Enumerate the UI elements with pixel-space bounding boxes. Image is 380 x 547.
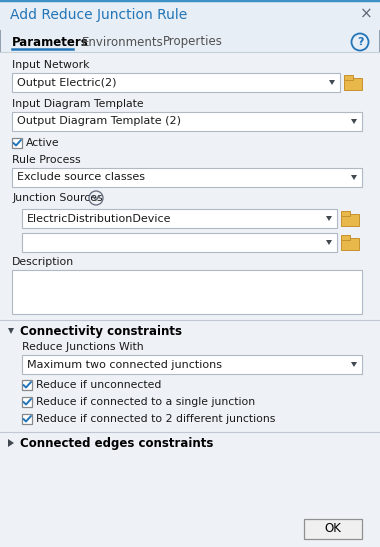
FancyBboxPatch shape <box>22 380 32 390</box>
Text: Rule Process: Rule Process <box>12 155 81 165</box>
Polygon shape <box>326 216 332 221</box>
FancyBboxPatch shape <box>304 519 362 539</box>
Text: ElectricDistributionDevice: ElectricDistributionDevice <box>27 213 171 224</box>
Text: Properties: Properties <box>163 36 223 49</box>
Text: Description: Description <box>12 257 74 267</box>
FancyBboxPatch shape <box>22 355 362 374</box>
Polygon shape <box>351 175 357 180</box>
Polygon shape <box>351 119 357 124</box>
FancyBboxPatch shape <box>341 211 350 216</box>
Text: Maximum two connected junctions: Maximum two connected junctions <box>27 359 222 370</box>
Text: ×: × <box>359 7 372 21</box>
Text: Reduce Junctions With: Reduce Junctions With <box>22 342 144 352</box>
FancyBboxPatch shape <box>0 0 380 30</box>
Polygon shape <box>8 439 14 447</box>
Text: Active: Active <box>26 138 60 148</box>
Text: OK: OK <box>325 522 342 536</box>
Text: Reduce if connected to a single junction: Reduce if connected to a single junction <box>36 397 255 407</box>
Text: Parameters: Parameters <box>12 36 89 49</box>
FancyBboxPatch shape <box>344 78 362 90</box>
Polygon shape <box>8 328 14 334</box>
Text: Reduce if unconnected: Reduce if unconnected <box>36 380 162 390</box>
Text: Reduce if connected to 2 different junctions: Reduce if connected to 2 different junct… <box>36 414 276 424</box>
Text: Input Network: Input Network <box>12 60 90 70</box>
FancyBboxPatch shape <box>341 214 359 226</box>
FancyBboxPatch shape <box>341 238 359 250</box>
FancyBboxPatch shape <box>12 112 362 131</box>
FancyBboxPatch shape <box>344 75 353 80</box>
Text: Add Reduce Junction Rule: Add Reduce Junction Rule <box>10 8 187 22</box>
FancyBboxPatch shape <box>12 168 362 187</box>
Polygon shape <box>351 362 357 367</box>
Text: Output Diagram Template (2): Output Diagram Template (2) <box>17 117 181 126</box>
FancyBboxPatch shape <box>12 138 22 148</box>
Text: ?: ? <box>357 37 363 47</box>
FancyBboxPatch shape <box>12 73 340 92</box>
FancyBboxPatch shape <box>0 52 380 547</box>
Polygon shape <box>326 240 332 245</box>
FancyBboxPatch shape <box>22 233 337 252</box>
Polygon shape <box>329 80 335 85</box>
FancyBboxPatch shape <box>22 209 337 228</box>
Text: Input Diagram Template: Input Diagram Template <box>12 99 144 109</box>
Text: Connectivity constraints: Connectivity constraints <box>20 324 182 337</box>
Text: Environments: Environments <box>82 36 164 49</box>
Text: Junction Sources: Junction Sources <box>12 193 103 203</box>
Text: Exclude source classes: Exclude source classes <box>17 172 145 183</box>
Text: Connected edges constraints: Connected edges constraints <box>20 437 214 450</box>
FancyBboxPatch shape <box>22 397 32 407</box>
FancyBboxPatch shape <box>22 414 32 424</box>
FancyBboxPatch shape <box>341 235 350 240</box>
FancyBboxPatch shape <box>12 270 362 314</box>
Text: Output Electric(2): Output Electric(2) <box>17 78 117 88</box>
